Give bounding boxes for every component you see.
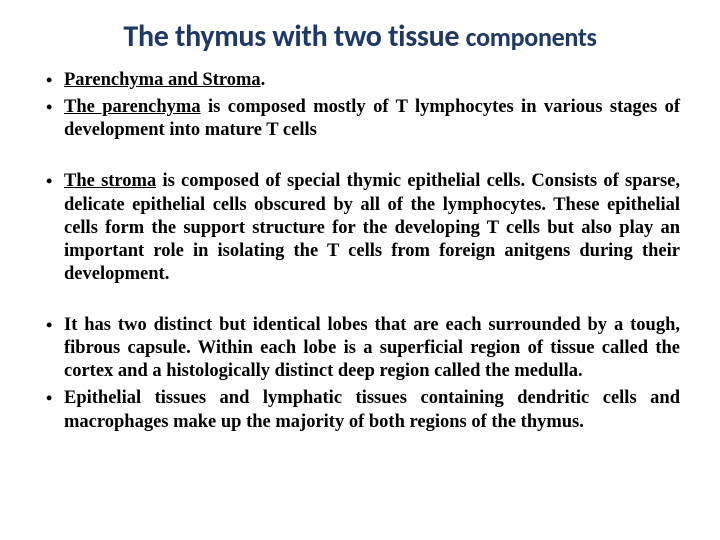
bullet-item: It has two distinct but identical lobes …	[64, 314, 680, 383]
body-text: It has two distinct but identical lobes …	[64, 315, 680, 381]
underlined-text: The parenchyma	[64, 97, 201, 117]
title-main: The thymus with two tissue	[123, 18, 465, 55]
spacer	[40, 290, 680, 314]
slide-title: The thymus with two tissue components	[40, 18, 680, 55]
bullet-item: The stroma is composed of special thymic…	[64, 170, 680, 286]
underlined-text: Parenchyma and Stroma	[64, 70, 261, 90]
bullet-item: Epithelial tissues and lymphatic tissues…	[64, 387, 680, 433]
bullet-list: The stroma is composed of special thymic…	[40, 170, 680, 286]
bullet-list: Parenchyma and Stroma. The parenchyma is…	[40, 69, 680, 142]
title-components: components	[466, 21, 597, 53]
body-text: Epithelial tissues and lymphatic tissues…	[64, 388, 680, 431]
body-text: is composed of special thymic epithelial…	[64, 171, 680, 284]
bullet-item: Parenchyma and Stroma.	[64, 69, 680, 92]
bullet-list: It has two distinct but identical lobes …	[40, 314, 680, 434]
bullet-item: The parenchyma is composed mostly of T l…	[64, 96, 680, 142]
spacer	[40, 146, 680, 170]
underlined-text: The stroma	[64, 171, 156, 191]
